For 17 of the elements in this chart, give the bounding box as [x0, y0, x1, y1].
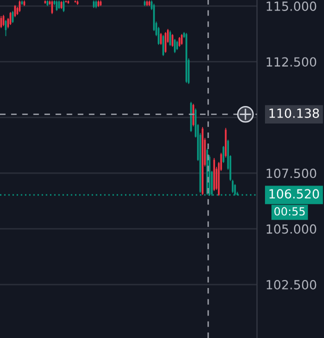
- y-tick-label: 102.500: [266, 280, 316, 290]
- text: 00:55: [274, 207, 305, 216]
- candlestick: [164, 32, 166, 54]
- candlestick: [51, 0, 53, 14]
- candlestick: [222, 146, 224, 164]
- y-tick-label: 112.500: [266, 57, 316, 67]
- candlestick: [160, 32, 162, 46]
- y-tick-label: 115.000: [266, 1, 316, 11]
- candlestick: [172, 34, 174, 48]
- candlestick: [10, 12, 12, 26]
- y-tick-label: 105.000: [266, 224, 316, 234]
- candlestick: [14, 4, 16, 18]
- y-tick-label: 107.500: [266, 168, 316, 178]
- candlestick: [178, 36, 180, 48]
- ref-line-label: 106.520: [269, 189, 319, 199]
- candlestick: [2, 14, 4, 26]
- ref-line-label: 110.138: [269, 108, 319, 118]
